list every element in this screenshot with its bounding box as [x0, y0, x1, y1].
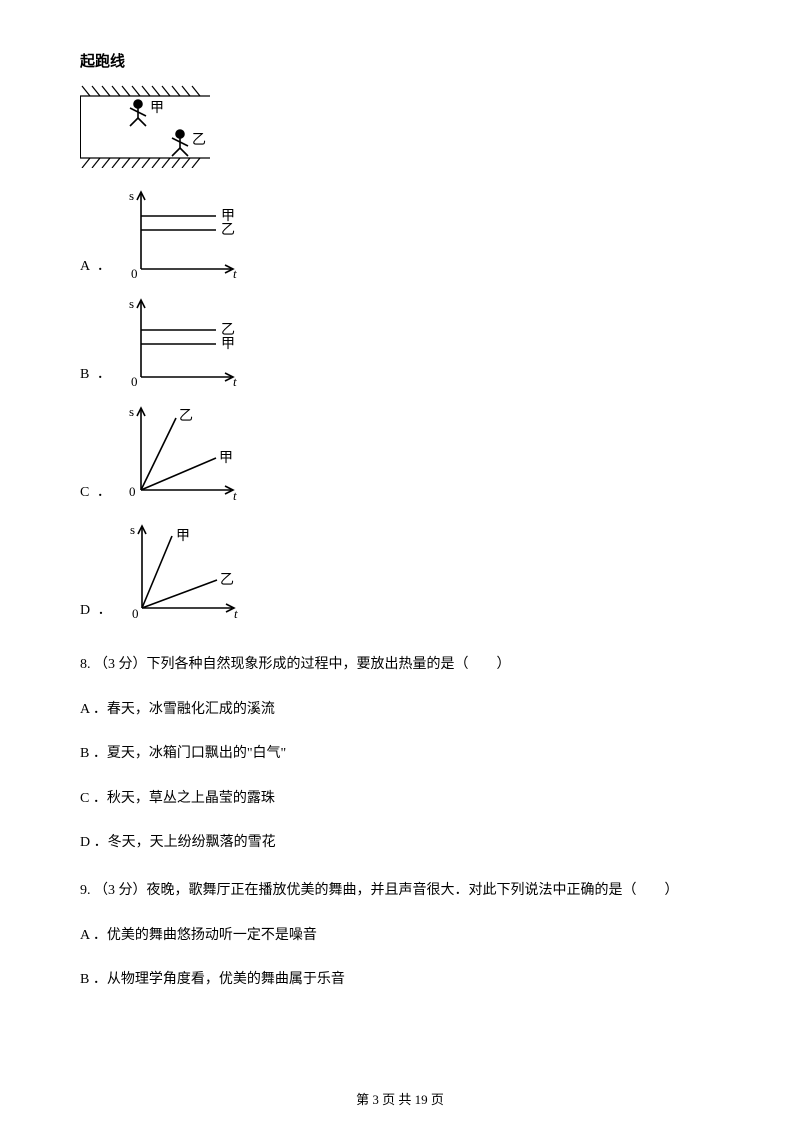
svg-text:0: 0 [129, 484, 136, 499]
svg-text:s: s [129, 296, 134, 311]
q8-opt-c: C ．秋天，草丛之上晶莹的露珠 [80, 788, 720, 810]
svg-text:0: 0 [131, 374, 138, 389]
q8-opt-d: D ．冬天，天上纷纷飘落的雪花 [80, 832, 720, 854]
svg-text:甲: 甲 [219, 451, 233, 466]
svg-text:甲: 甲 [221, 337, 235, 352]
svg-text:t: t [233, 374, 237, 389]
svg-text:0: 0 [132, 606, 139, 621]
graph-a: s 0 t 甲 乙 [121, 184, 251, 284]
svg-text:s: s [129, 188, 134, 203]
option-d-letter: D ． [80, 600, 114, 628]
svg-text:t: t [233, 488, 237, 503]
option-c-letter: C ． [80, 482, 113, 510]
q8-opt-b: B ．夏天，冰箱门口飘出的"白气" [80, 743, 720, 765]
q8-stem: 8. （3 分）下列各种自然现象形成的过程中，要放出热量的是（ ） [80, 654, 720, 676]
graph-c: s 0 t 乙 甲 [121, 400, 251, 510]
page-footer: 第 3 页 共 19 页 [0, 1089, 800, 1108]
starting-line-label: 起跑线 [80, 50, 720, 74]
option-a: A ． s 0 t 甲 乙 [80, 184, 720, 284]
svg-text:乙: 乙 [221, 222, 235, 238]
graph-b: s 0 t 乙 甲 [121, 292, 251, 392]
svg-text:乙: 乙 [179, 408, 193, 424]
svg-text:甲: 甲 [176, 529, 190, 544]
q8-opt-a: A ．春天，冰雪融化汇成的溪流 [80, 699, 720, 721]
q9-opt-a: A ．优美的舞曲悠扬动听一定不是噪音 [80, 925, 720, 947]
svg-text:t: t [233, 266, 237, 281]
svg-text:甲: 甲 [221, 209, 235, 224]
graph-d: s 0 t 甲 乙 [122, 518, 252, 628]
option-b: B ． s 0 t 乙 甲 [80, 292, 720, 392]
q9-opt-b: B ．从物理学角度看，优美的舞曲属于乐音 [80, 969, 720, 991]
runner-bottom-label: 乙 [192, 132, 206, 148]
svg-text:s: s [130, 522, 135, 537]
svg-text:乙: 乙 [220, 572, 234, 588]
option-d: D ． s 0 t 甲 乙 [80, 518, 720, 628]
svg-text:乙: 乙 [221, 322, 235, 338]
track-diagram: 甲 乙 [80, 78, 720, 176]
svg-text:t: t [234, 606, 238, 621]
option-c: C ． s 0 t 乙 甲 [80, 400, 720, 510]
svg-text:s: s [129, 404, 134, 419]
page-content: 起跑线 [0, 0, 800, 992]
svg-text:0: 0 [131, 266, 138, 281]
option-a-letter: A ． [80, 256, 113, 284]
q9-stem: 9. （3 分）夜晚，歌舞厅正在播放优美的舞曲，并且声音很大．对此下列说法中正确… [80, 880, 720, 902]
runner-top-label: 甲 [150, 101, 164, 116]
option-b-letter: B ． [80, 364, 113, 392]
